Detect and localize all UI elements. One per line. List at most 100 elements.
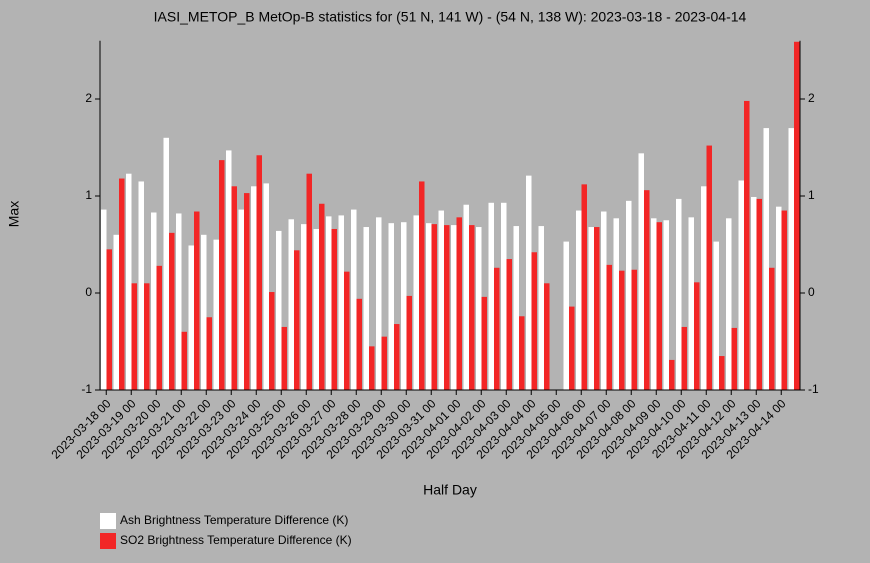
legend-swatch <box>100 513 116 529</box>
bar <box>576 210 582 390</box>
bar <box>344 271 350 390</box>
bar <box>181 331 187 390</box>
bar <box>419 181 425 390</box>
bar <box>726 218 732 390</box>
legend-swatch <box>100 533 116 549</box>
y2-tick-label: -1 <box>808 382 819 396</box>
x-axis-label: Half Day <box>423 482 477 498</box>
bar <box>256 155 262 390</box>
y2-tick-label: 0 <box>808 285 815 299</box>
bar <box>138 181 144 390</box>
bar <box>506 259 512 390</box>
bar <box>763 128 769 390</box>
y-tick-label: 1 <box>85 188 92 202</box>
bar <box>751 196 757 390</box>
bar <box>206 317 212 390</box>
bar <box>476 227 482 390</box>
bar <box>588 227 594 390</box>
bar <box>694 282 700 390</box>
y2-tick-label: 2 <box>808 91 815 105</box>
bar <box>113 234 119 390</box>
bar <box>626 200 632 390</box>
bar <box>513 226 519 390</box>
bar <box>669 359 675 390</box>
bar <box>106 249 112 390</box>
bar <box>713 241 719 390</box>
bar <box>226 150 232 390</box>
bar <box>444 225 450 390</box>
bar <box>638 153 644 390</box>
bar <box>163 137 169 390</box>
bar <box>306 173 312 390</box>
bar <box>126 173 132 390</box>
bar <box>413 215 419 390</box>
bar <box>238 209 244 390</box>
bar <box>281 326 287 390</box>
bar <box>313 228 319 390</box>
bar <box>488 202 494 390</box>
legend-label: SO2 Brightness Temperature Difference (K… <box>120 533 352 547</box>
y2-tick-label: 1 <box>808 188 815 202</box>
bar <box>213 239 219 390</box>
bar <box>144 283 150 390</box>
bar <box>601 211 607 390</box>
bar <box>231 186 237 390</box>
bar <box>276 230 282 390</box>
bar <box>301 224 307 390</box>
bar <box>369 346 375 390</box>
bar <box>769 267 775 390</box>
bar <box>438 210 444 390</box>
bar <box>401 222 407 390</box>
bar <box>594 227 600 390</box>
bar <box>119 178 125 390</box>
bar <box>651 218 657 390</box>
bar <box>169 232 175 390</box>
bar <box>326 216 332 390</box>
bar <box>469 225 475 390</box>
bar <box>676 198 682 390</box>
bar <box>581 184 587 390</box>
bar <box>613 218 619 390</box>
bar <box>776 206 782 390</box>
bar <box>463 204 469 390</box>
bar <box>151 212 157 390</box>
y-tick-label: 2 <box>85 91 92 105</box>
bar <box>269 292 275 390</box>
bar <box>176 213 182 390</box>
bar <box>381 336 387 390</box>
bar <box>431 224 437 390</box>
bar <box>194 211 200 390</box>
bar <box>451 225 457 390</box>
bar <box>526 175 532 390</box>
bar <box>519 316 525 390</box>
bar <box>131 283 137 390</box>
bar <box>788 128 794 390</box>
bar <box>351 209 357 390</box>
bar <box>631 269 637 390</box>
bar <box>738 180 744 390</box>
bar <box>219 160 225 390</box>
bar <box>619 270 625 390</box>
bar <box>338 215 344 390</box>
bar <box>456 217 462 390</box>
bar <box>644 190 650 390</box>
bar <box>331 228 337 390</box>
bar <box>681 326 687 390</box>
legend-label: Ash Brightness Temperature Difference (K… <box>120 513 348 527</box>
bar <box>426 223 432 390</box>
bar <box>201 234 207 390</box>
bar <box>394 324 400 390</box>
bar <box>501 202 507 390</box>
bar <box>406 295 412 390</box>
bar <box>263 183 269 390</box>
bar <box>781 210 787 390</box>
bar <box>244 193 250 390</box>
bar <box>288 219 294 390</box>
bar <box>376 217 382 390</box>
bar <box>494 267 500 390</box>
bar <box>701 186 707 390</box>
bar <box>563 241 569 390</box>
bar <box>363 227 369 390</box>
bar <box>663 220 669 390</box>
